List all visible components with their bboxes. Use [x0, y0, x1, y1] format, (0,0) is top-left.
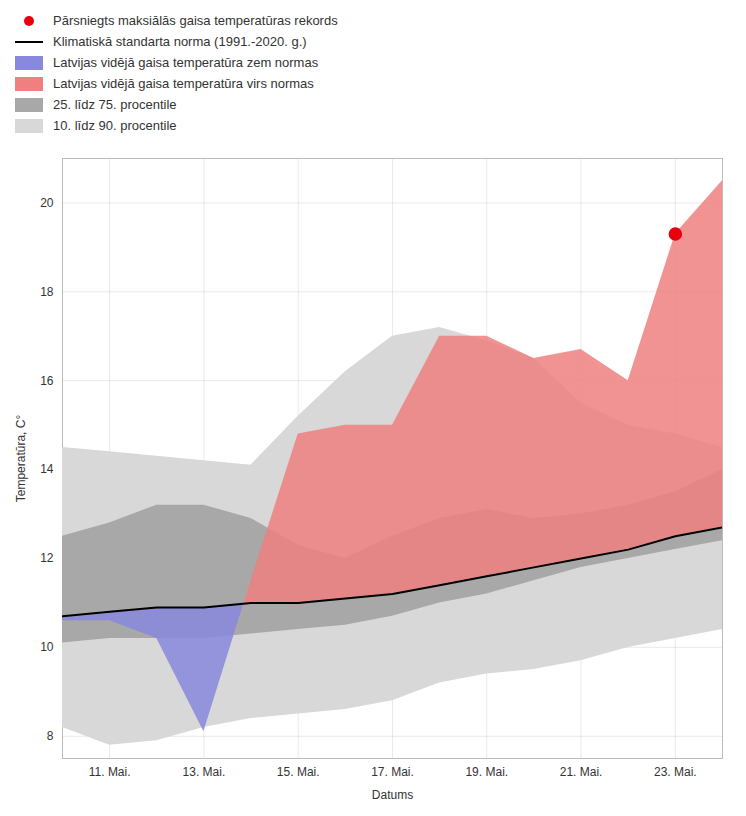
svg-text:17. Mai.: 17. Mai.: [371, 765, 414, 779]
html-text:Pārsniegts maksiālās gaisa tem: Pārsniegts maksiālās gaisa temperatūras …: [53, 13, 338, 28]
svg-text:16: 16: [40, 374, 54, 388]
svg-text:14: 14: [40, 462, 54, 476]
html-text:10. līdz 90. procentile: 10. līdz 90. procentile: [53, 118, 177, 133]
html-text:Latvijas vidējā gaisa temperat: Latvijas vidējā gaisa temperatūra zem no…: [53, 55, 319, 70]
svg-text:23. Mai.: 23. Mai.: [654, 765, 697, 779]
svg-text:8: 8: [47, 729, 54, 743]
svg-text:Datums: Datums: [372, 788, 413, 802]
svg-text:18: 18: [40, 285, 54, 299]
svg-text:10: 10: [40, 640, 54, 654]
svg-text:19. Mai.: 19. Mai.: [465, 765, 508, 779]
svg-text:12: 12: [40, 551, 54, 565]
svg-text:15. Mai.: 15. Mai.: [277, 765, 320, 779]
svg-text:20: 20: [40, 196, 54, 210]
html-text:Latvijas vidējā gaisa temperat: Latvijas vidējā gaisa temperatūra virs n…: [53, 76, 314, 91]
svg-text:21. Mai.: 21. Mai.: [560, 765, 603, 779]
svg-text:11. Mai.: 11. Mai.: [89, 765, 131, 779]
html-text:Klimatiskā standarta norma (19: Klimatiskā standarta norma (1991.-2020. …: [53, 34, 307, 49]
html-text:25. līdz 75. procentile: 25. līdz 75. procentile: [53, 97, 177, 112]
svg-text:13. Mai.: 13. Mai.: [183, 765, 226, 779]
svg-text:Temperatūra, C°: Temperatūra, C°: [14, 415, 28, 503]
